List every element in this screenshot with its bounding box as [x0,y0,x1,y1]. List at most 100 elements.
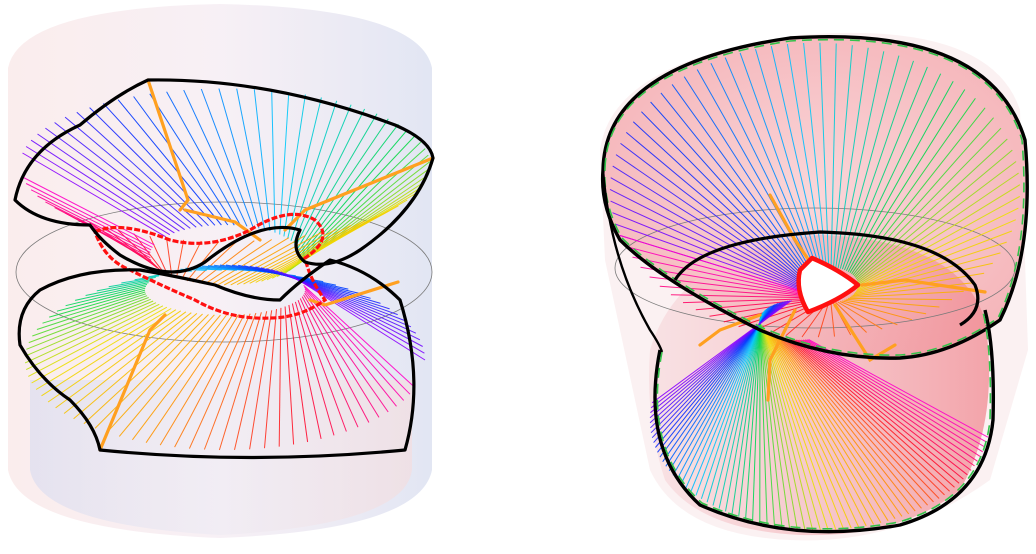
ruling-line [759,321,775,527]
ruling-line [223,232,322,286]
ruling-line [56,287,146,312]
ruling-line [766,331,860,528]
ruling-line [200,88,254,228]
ruling-line [288,304,309,443]
ruling-line [610,177,799,284]
ruling-line [762,327,821,531]
ruling-line [297,113,378,249]
ruling-line [776,336,916,512]
ruling-line [63,312,192,414]
left-mid-ellipse [15,201,433,343]
ruling-line [844,299,927,315]
left-figure [8,4,435,538]
ruling-line [615,223,799,290]
ruling-line [857,195,1021,287]
ruling-line [45,201,151,256]
ruling-line [192,241,238,283]
ruling-line [680,308,768,484]
ruling-line [767,331,867,527]
ruling-line [28,297,149,344]
ruling-line [22,152,166,238]
ruling-line [149,93,235,226]
ruling-line [808,339,989,438]
ruling-line [830,43,837,268]
ruling-line [188,313,251,449]
ruling-line [795,339,972,471]
ruling-line [797,339,975,467]
ruling-line [106,314,215,433]
ruling-line [264,309,277,449]
ruling-line [804,339,986,448]
ruling-line [25,146,171,236]
ruling-line [806,339,987,443]
ruling-line [778,336,922,509]
ruling-line [297,300,347,432]
ruling-line [94,314,209,429]
ruling-line [700,312,764,499]
left-top-boundary [13,78,435,274]
ruling-line [768,332,875,525]
ruling-line [217,234,306,286]
ruling-line [22,176,155,246]
ruling-line [49,289,146,318]
ruling-line [304,292,389,413]
ruling-line [770,45,823,268]
ruling-line [620,143,800,280]
ruling-line [745,318,761,519]
ruling-line [786,44,825,268]
ruling-line [849,89,966,273]
ruling-line [683,76,810,272]
ruling-line [234,311,268,451]
ruling-line [793,339,968,476]
ruling-line [763,327,829,531]
ruling-line [83,313,203,425]
ruling-line [632,256,802,294]
ruling-line [293,104,352,244]
ruling-line [31,306,168,384]
ruling-line [42,291,146,324]
ruling-line [760,323,791,529]
ruling-line [65,285,147,307]
ruling-line [763,328,837,530]
ruling-line [24,302,157,364]
ruling-line [852,107,986,276]
ruling-line [769,333,882,523]
ruling-line [37,133,180,232]
ruling-line [685,309,767,488]
ruling-line [298,118,389,251]
ruling-line [619,235,800,292]
ruling-line [725,315,762,512]
ruling-line [28,305,164,377]
ruling-line [166,91,242,226]
ruling-line [294,277,426,361]
ruling-line [833,45,853,268]
ruling-line [781,337,934,503]
ruling-line [835,47,869,268]
ruling-line [145,314,233,443]
ruling-line [298,141,422,262]
ruling-line [625,132,801,279]
ruling-line [731,316,762,515]
ruling-line [853,262,993,295]
ruling-line [802,339,983,453]
ruling-line [835,302,867,333]
ruling-line [764,329,844,530]
ruling-line [632,121,802,278]
ruling-line [186,241,220,282]
ruling-line [25,300,154,357]
ruling-line [299,135,416,259]
ruling-line [857,184,1021,285]
ruling-line [218,312,262,451]
ruling-line [609,188,799,286]
ruling-line [856,230,1013,291]
ruling-line [284,306,295,445]
ruling-line [760,324,798,530]
ruling-line [30,139,175,234]
ruling-line [845,73,942,272]
ruling-line [25,183,153,248]
ruling-line [85,282,149,296]
ruling-line [278,307,282,447]
ruling-line [96,280,151,292]
ruling-line [291,275,425,354]
